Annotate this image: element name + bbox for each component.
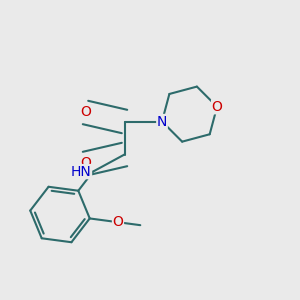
Text: O: O: [80, 106, 91, 119]
Text: O: O: [80, 157, 91, 170]
Text: HN: HN: [71, 165, 92, 178]
Text: O: O: [212, 100, 223, 114]
Text: N: N: [157, 115, 167, 128]
Text: O: O: [112, 215, 123, 229]
